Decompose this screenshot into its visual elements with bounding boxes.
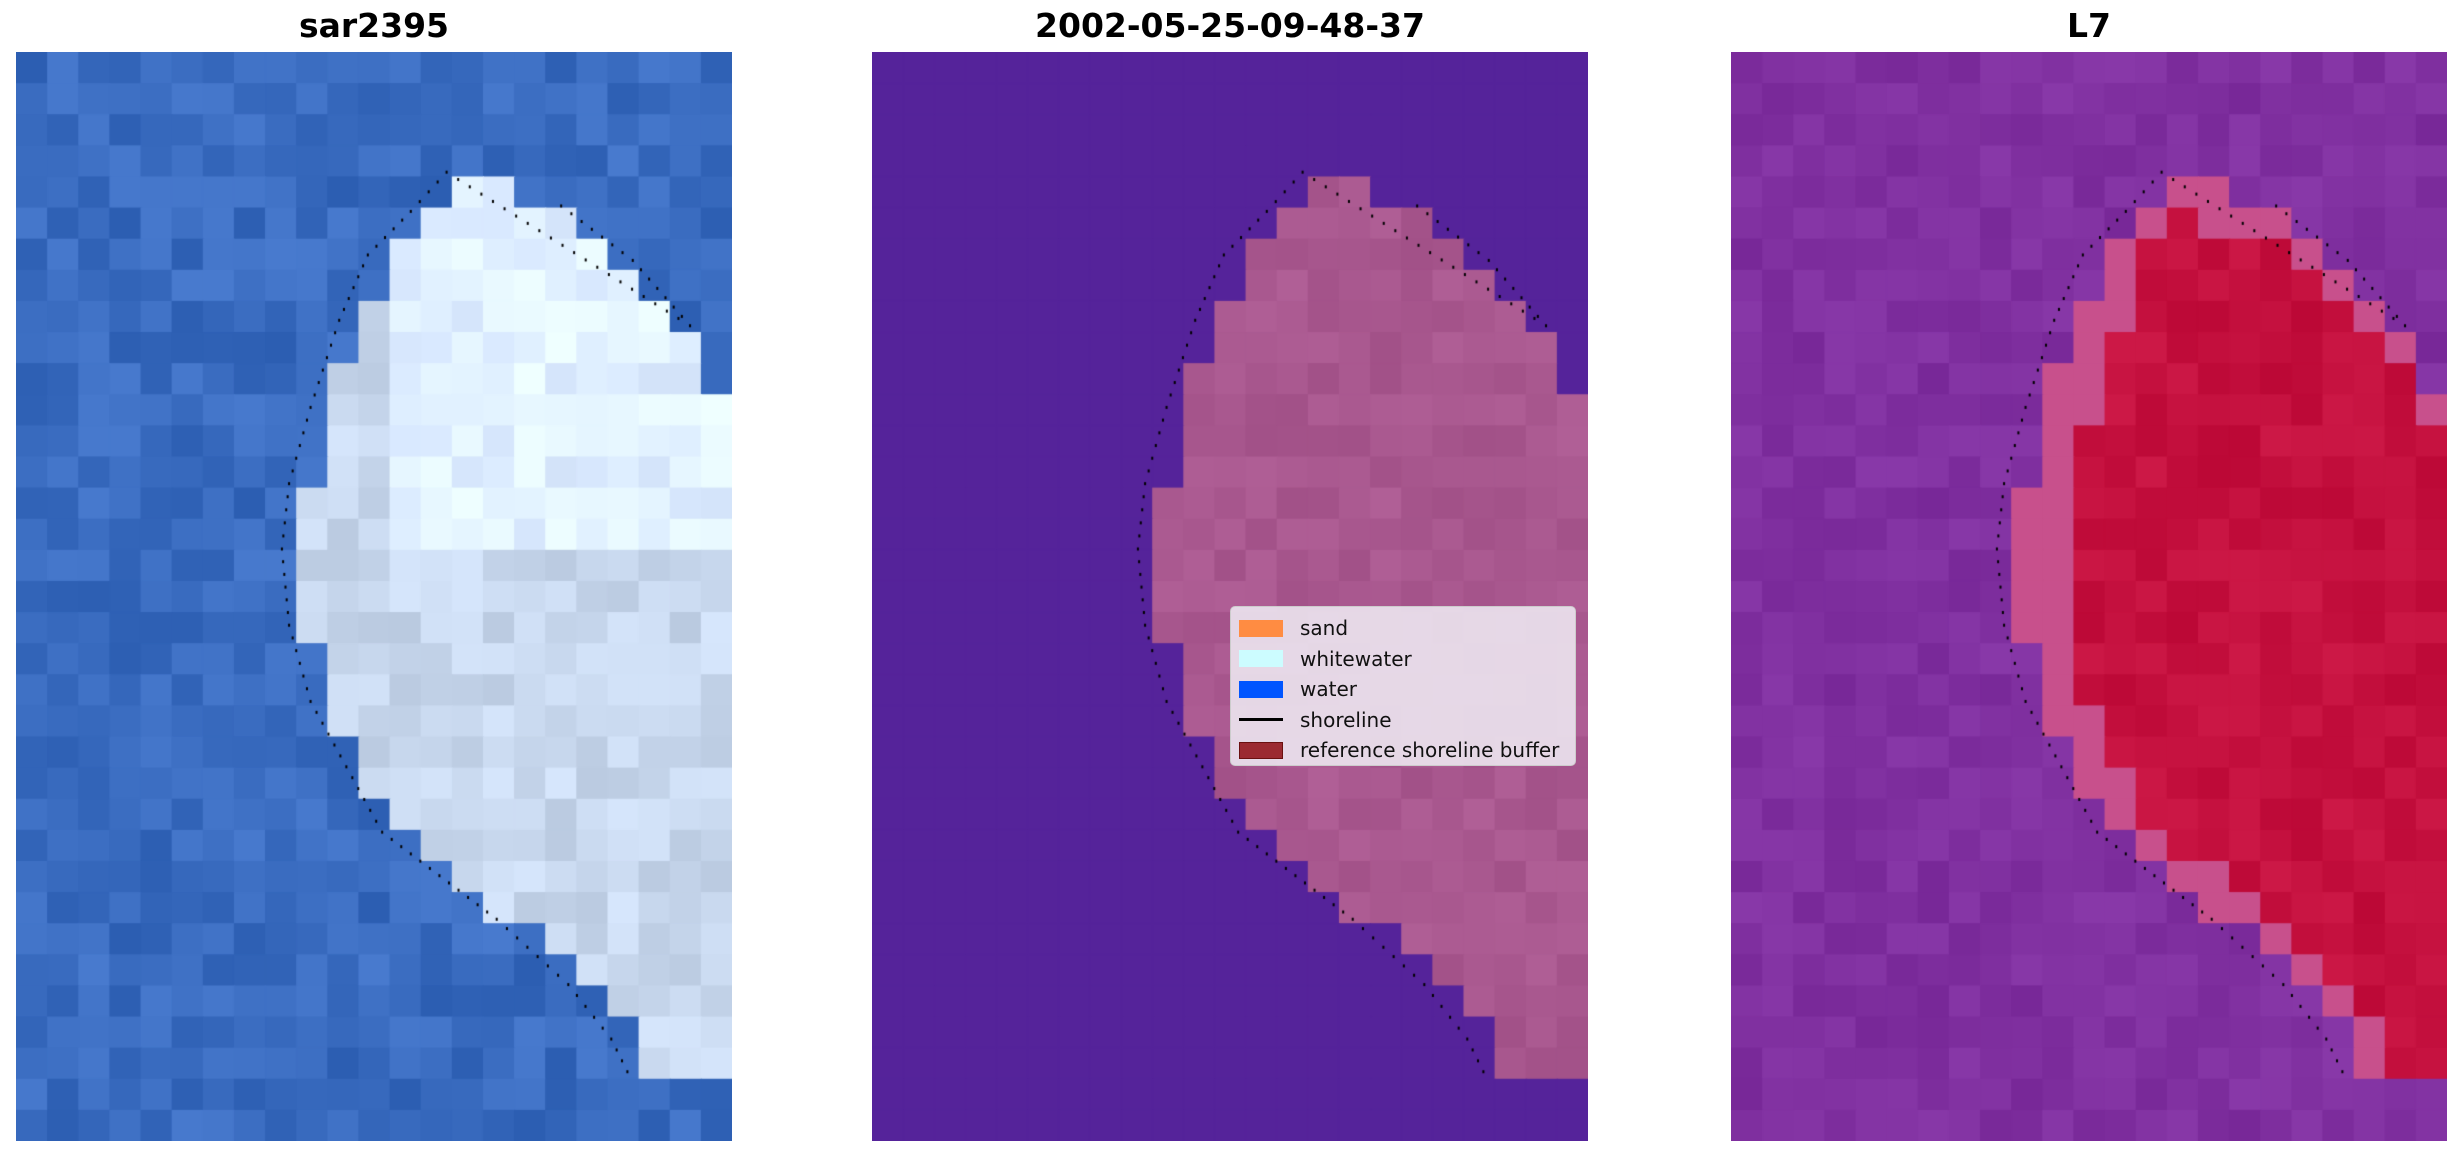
legend: sand whitewater water shoreline referenc…: [1230, 606, 1576, 766]
legend-label: reference shoreline buffer: [1300, 738, 1560, 763]
panel-title-1: sar2395: [298, 6, 450, 45]
legend-item-whitewater: whitewater: [1239, 644, 1575, 675]
buffer-swatch: [1239, 741, 1283, 759]
legend-label: shoreline: [1300, 707, 1392, 732]
legend-label: whitewater: [1300, 646, 1412, 671]
legend-label: water: [1300, 677, 1357, 702]
sand-swatch: [1239, 619, 1283, 637]
legend-item-buffer: reference shoreline buffer: [1239, 735, 1575, 766]
index-image: [1731, 52, 2447, 1141]
legend-item-sand: sand: [1239, 613, 1575, 644]
classified-image: [872, 52, 1588, 1141]
classified-image-panel: [872, 52, 1588, 1141]
panel-title-2: 2002-05-25-09-48-37: [1035, 6, 1425, 45]
rgb-image-panel: [16, 52, 732, 1141]
index-image-panel: [1731, 52, 2447, 1141]
panel-title-3: L7: [2067, 6, 2111, 45]
whitewater-swatch: [1239, 650, 1283, 668]
legend-label: sand: [1300, 616, 1349, 641]
rgb-image: [16, 52, 732, 1141]
shoreline-line-swatch: [1239, 718, 1283, 722]
water-swatch: [1239, 680, 1283, 698]
legend-item-shoreline: shoreline: [1239, 705, 1575, 736]
legend-item-water: water: [1239, 674, 1575, 705]
